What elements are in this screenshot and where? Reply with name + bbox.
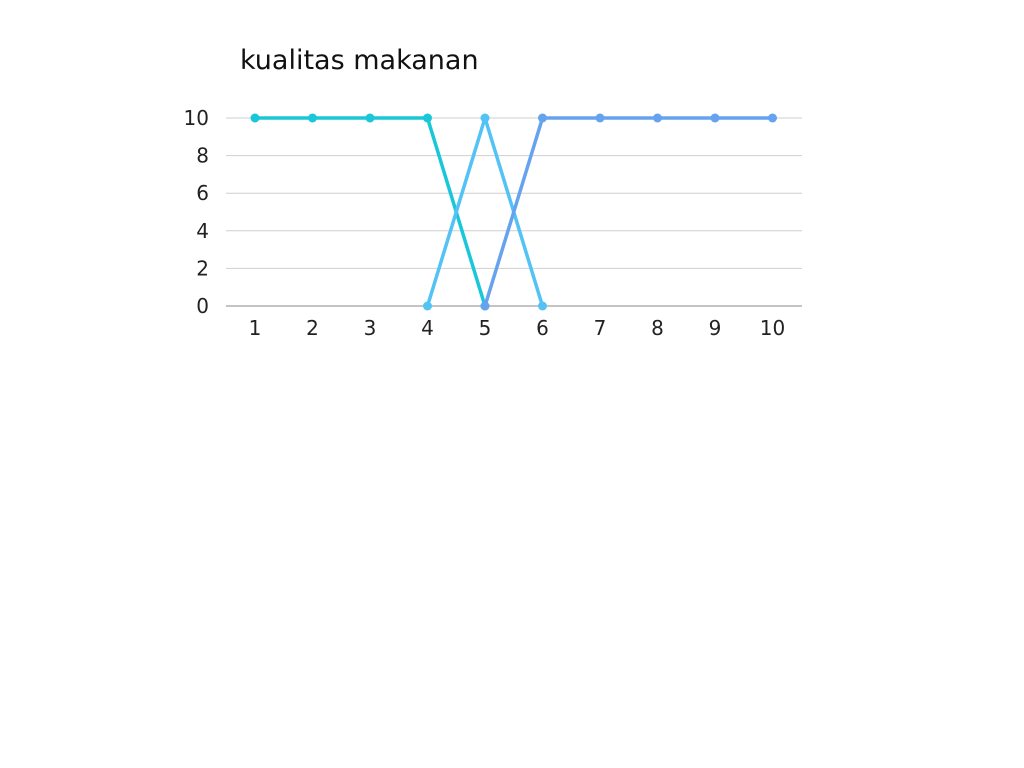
series-line bbox=[483, 116, 775, 308]
data-point bbox=[538, 113, 547, 123]
y-tick-label: 8 bbox=[196, 144, 209, 168]
y-tick-label: 0 bbox=[196, 294, 209, 318]
data-point bbox=[423, 301, 432, 311]
series-line bbox=[425, 116, 545, 308]
data-point bbox=[768, 113, 777, 123]
chart-title: kualitas makanan bbox=[240, 45, 479, 76]
x-axis-ticks: 1 2 3 4 5 6 7 8 9 10 bbox=[249, 316, 786, 340]
y-axis-ticks: 0 2 4 6 8 10 bbox=[184, 106, 209, 318]
data-point bbox=[710, 113, 720, 123]
x-tick-label: 2 bbox=[306, 316, 319, 340]
series-2 bbox=[423, 113, 547, 311]
x-tick-label: 8 bbox=[651, 316, 664, 340]
x-tick-label: 1 bbox=[249, 316, 262, 340]
data-point bbox=[423, 113, 432, 123]
data-point bbox=[480, 113, 490, 123]
data-point bbox=[308, 113, 317, 123]
data-point bbox=[250, 113, 260, 123]
x-tick-label: 6 bbox=[536, 316, 549, 340]
series-layer bbox=[250, 113, 777, 311]
data-point bbox=[538, 301, 547, 311]
data-point bbox=[653, 113, 662, 123]
x-tick-label: 5 bbox=[479, 316, 492, 340]
y-tick-label: 2 bbox=[196, 256, 209, 280]
data-point bbox=[595, 113, 605, 123]
data-point bbox=[365, 113, 375, 123]
x-tick-label: 10 bbox=[760, 316, 785, 340]
y-tick-label: 4 bbox=[196, 219, 209, 243]
x-tick-label: 4 bbox=[421, 316, 434, 340]
series-line bbox=[253, 116, 487, 308]
y-tick-label: 10 bbox=[184, 106, 209, 130]
y-tick-label: 6 bbox=[196, 181, 209, 205]
series-1 bbox=[250, 113, 490, 311]
series-3 bbox=[480, 113, 777, 311]
x-tick-label: 9 bbox=[709, 316, 722, 340]
x-tick-label: 7 bbox=[594, 316, 607, 340]
x-tick-label: 3 bbox=[364, 316, 377, 340]
data-point bbox=[480, 301, 490, 311]
